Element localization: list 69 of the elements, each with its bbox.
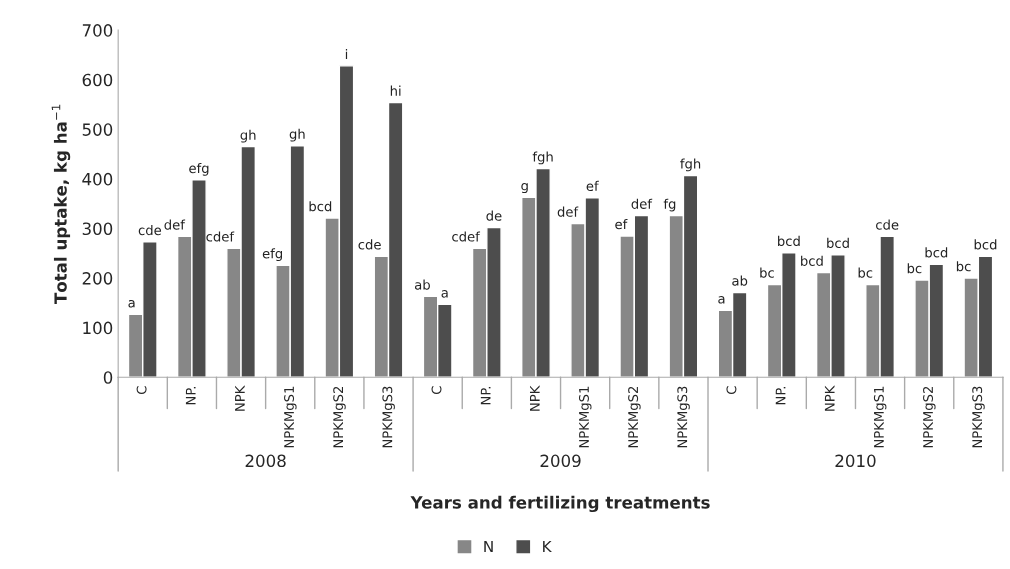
data-label: bcd bbox=[827, 237, 849, 249]
data-label: bcd bbox=[309, 201, 332, 212]
data-label: gh bbox=[289, 128, 305, 142]
x-tick-label: NPKMgS1 bbox=[284, 386, 297, 448]
y-axis-title: Total uptake, kg ha$^{−1}$ bbox=[51, 104, 71, 305]
data-label: fgh bbox=[532, 151, 553, 165]
y-tick-label: 400 bbox=[82, 172, 113, 186]
data-label: bcd bbox=[925, 247, 948, 258]
data-label: def bbox=[164, 219, 186, 230]
x-tick-label: NP. bbox=[480, 387, 491, 405]
x-axis-title: Years and fertilizing treatments bbox=[410, 495, 710, 513]
data-label: bc bbox=[858, 267, 873, 278]
data-label: bcd bbox=[974, 239, 997, 250]
x-tick-label: NPK bbox=[529, 385, 540, 411]
data-label: efg bbox=[189, 162, 209, 176]
x-tick-label: NPKMgS1 bbox=[578, 386, 592, 448]
y-tick-label: 300 bbox=[82, 222, 113, 236]
x-tick-label: NPK bbox=[235, 385, 245, 411]
x-tick-label: NP. bbox=[775, 387, 786, 405]
data-label: fgh bbox=[680, 158, 701, 172]
x-tick-label: NPKMgS3 bbox=[382, 386, 395, 448]
data-label: cde bbox=[138, 224, 162, 236]
legend-label: K bbox=[543, 540, 552, 553]
data-label: bcd bbox=[778, 235, 800, 247]
y-tick-label: 700 bbox=[82, 24, 113, 37]
data-label: bc bbox=[907, 263, 922, 274]
data-label: cdef bbox=[206, 231, 235, 242]
y-tick-label: 600 bbox=[82, 73, 113, 87]
x-tick-label: C bbox=[726, 386, 737, 395]
x-tick-label: C bbox=[136, 386, 147, 395]
data-label: hi bbox=[390, 85, 401, 96]
x-tick-label: NPKMgS2 bbox=[628, 386, 641, 448]
data-label: ef bbox=[615, 219, 628, 230]
x-tick-label: NPKMgS2 bbox=[333, 386, 346, 448]
data-label: ab bbox=[414, 279, 430, 290]
data-label: a bbox=[128, 299, 135, 308]
x-tick-label: NPK bbox=[824, 385, 835, 411]
text: 2010 bbox=[835, 454, 876, 468]
data-label: cdef bbox=[452, 231, 481, 242]
y-tick-label: 0 bbox=[103, 371, 113, 384]
data-label: bcd bbox=[801, 255, 823, 266]
x-tick-label: NPKMgS2 bbox=[923, 386, 936, 448]
data-label: ab bbox=[732, 275, 748, 286]
data-label: cde bbox=[358, 239, 381, 250]
data-label: fg bbox=[663, 198, 676, 212]
data-label: efg bbox=[262, 248, 282, 262]
text: 2008 bbox=[245, 454, 286, 468]
data-label: i bbox=[345, 48, 348, 59]
x-tick-label: C bbox=[431, 386, 442, 395]
data-label: a bbox=[441, 290, 448, 298]
x-tick-label: NPKMgS3 bbox=[677, 386, 690, 448]
data-label: a bbox=[718, 296, 725, 304]
x-tick-label: NPKMgS3 bbox=[972, 386, 985, 448]
data-label: def bbox=[631, 198, 653, 209]
data-label: cde bbox=[876, 219, 899, 230]
data-label: g bbox=[521, 182, 528, 194]
x-tick-label: NPKMgS1 bbox=[873, 386, 887, 448]
data-label: de bbox=[486, 210, 502, 221]
data-label: bc bbox=[956, 261, 971, 272]
data-label: bc bbox=[760, 267, 774, 278]
data-label: ef bbox=[586, 180, 599, 192]
x-tick-label: NP. bbox=[185, 387, 196, 405]
data-label: def bbox=[557, 206, 579, 217]
y-tick-label: 200 bbox=[82, 272, 113, 285]
data-label: gh bbox=[240, 129, 256, 143]
y-tick-label: 500 bbox=[82, 123, 113, 136]
y-tick-label: 100 bbox=[83, 321, 113, 335]
text: 2009 bbox=[540, 454, 581, 468]
legend-label: N bbox=[484, 540, 493, 553]
